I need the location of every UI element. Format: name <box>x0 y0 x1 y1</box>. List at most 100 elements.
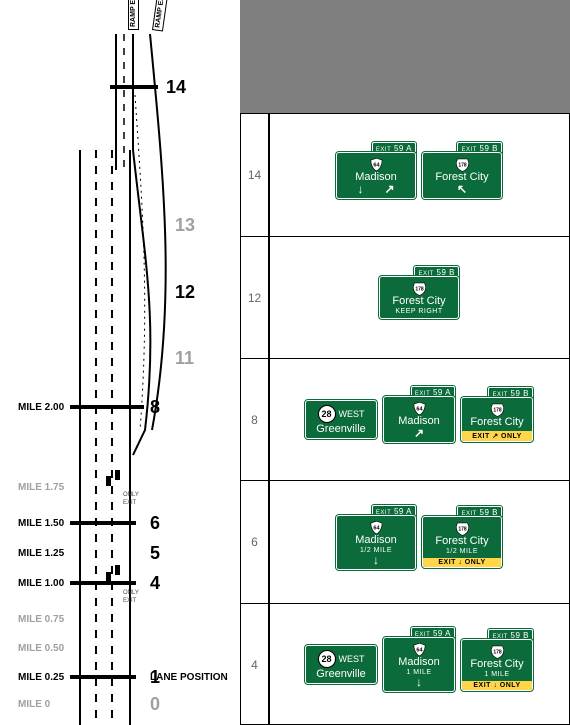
sign-city: Madison <box>390 656 448 668</box>
position-marker: 11 <box>175 348 194 369</box>
sign-city: Madison <box>343 171 409 183</box>
row-index: 14 <box>241 114 269 236</box>
sign-table: 14EXIT 59 A 64 MadisonEXIT 59 B 178 Fore… <box>240 113 570 725</box>
exit-only-strip: EXIT ↓ ONLY <box>462 681 532 690</box>
route-shield-178: 178 <box>490 402 505 416</box>
mile-label: MILE 1.25 <box>18 548 64 559</box>
sign-city: Forest City <box>468 416 526 428</box>
svg-text:178: 178 <box>458 526 467 532</box>
sign-panel: 64 Madison <box>383 396 455 443</box>
highway-sign: 28WESTGreenville <box>305 645 377 684</box>
highway-sign: EXIT 59 B 178 Forest City <box>422 152 502 199</box>
arrow-down-icon <box>373 554 379 566</box>
row-signs: EXIT 59 A 64 MadisonEXIT 59 B 178 Forest… <box>269 114 569 236</box>
row-signs: 28WESTGreenvilleEXIT 59 A 64 Madison1 MI… <box>269 604 569 725</box>
row-signs: 28WEST Greenville EXIT 59 A 64 Madison EXIT… <box>269 359 569 480</box>
sign-panel: 178 Forest City EXIT ↗ ONLY <box>461 397 533 442</box>
sign-panel: 64 Madison1 MILE <box>383 637 455 692</box>
exit-only-strip: EXIT ↗ ONLY <box>462 431 532 441</box>
route-shield-178: 178 <box>412 281 427 295</box>
arrow-down-icon <box>416 676 422 688</box>
mile-label: MILE 0 <box>18 699 50 710</box>
direction-west: WEST <box>339 409 365 419</box>
svg-text:64: 64 <box>416 647 423 653</box>
sign-row: 6 EXIT 59 A 64 Madison1/2 MILEEXIT 59 B 1… <box>241 480 569 603</box>
row-index: 6 <box>241 481 269 603</box>
mile-label: MILE 2.00 <box>18 402 64 413</box>
highway-sign: EXIT 59 A 64 Madison1/2 MILE <box>336 515 416 570</box>
mile-label: MILE 0.50 <box>18 643 64 654</box>
highway-sign: EXIT 59 A 64 Madison1 MILE <box>383 637 455 692</box>
row-index: 4 <box>241 604 269 725</box>
position-marker: 13 <box>175 215 195 236</box>
route-shield-178: 178 <box>455 521 470 535</box>
sign-panel: 28WEST Greenville <box>305 400 377 439</box>
route-shield-64: 64 <box>412 401 427 415</box>
position-marker: 6 <box>150 513 160 534</box>
arrow-down-icon <box>357 183 363 195</box>
highway-sign: EXIT 59 B 178 Forest CityEXIT ↗ ONLY <box>461 397 533 442</box>
svg-text:178: 178 <box>415 286 424 292</box>
position-marker: 0 <box>150 694 160 715</box>
sign-city: Forest City <box>468 658 526 670</box>
lane-position-label: LANE POSITION <box>150 672 228 683</box>
arrow-up-right-icon <box>414 427 424 439</box>
position-marker: 8 <box>150 397 160 418</box>
position-marker: 14 <box>166 77 186 98</box>
row-index: 8 <box>241 359 269 480</box>
page: RAMP E2 - LEFT RAMP E3 - RIGHT <box>0 0 570 725</box>
sign-panel: 28WESTGreenville <box>305 645 377 684</box>
svg-text:64: 64 <box>373 162 380 168</box>
highway-sign: EXIT 59 B 178 Forest City1 MILEEXIT ↓ ON… <box>461 639 533 691</box>
highway-sign: EXIT 59 B 178 Forest City1/2 MILEEXIT ↓ … <box>422 516 502 568</box>
micro-exit-1: EXIT <box>123 500 136 506</box>
sign-city: Greenville <box>312 423 370 435</box>
mile-label: MILE 0.75 <box>18 614 64 625</box>
sign-row: 14EXIT 59 A 64 MadisonEXIT 59 B 178 Fore… <box>241 114 569 236</box>
sign-city: Madison <box>343 534 409 546</box>
arrow-up-right-icon <box>384 183 394 195</box>
mile-label: MILE 1.00 <box>18 578 64 589</box>
arrow-up-left-icon <box>457 183 467 195</box>
direction-west: WEST <box>339 654 365 664</box>
svg-text:178: 178 <box>493 407 502 413</box>
sign-row: 8 28WEST Greenville EXIT 59 A 64 Madison EXI… <box>241 358 569 480</box>
sign-panel: 178 Forest City1 MILE EXIT ↓ ONLY <box>461 639 533 691</box>
sign-row: 428WESTGreenvilleEXIT 59 A 64 Madison1 M… <box>241 603 569 725</box>
exit-only-strip: EXIT ↓ ONLY <box>423 558 501 567</box>
road-diagram: RAMP E2 - LEFT RAMP E3 - RIGHT <box>0 0 240 725</box>
sign-subtext: KEEP RIGHT <box>386 308 452 315</box>
highway-sign: EXIT 59 A 64 Madison <box>383 396 455 443</box>
sign-panel: 64 Madison1/2 MILE <box>336 515 416 570</box>
route-shield-28: 28 <box>318 650 336 668</box>
sign-city: Forest City <box>429 535 495 547</box>
position-marker: 5 <box>150 543 160 564</box>
top-grey-bar <box>240 0 570 113</box>
highway-sign: EXIT 59 B 178 Forest CityKEEP RIGHT <box>379 276 459 319</box>
mile-label: MILE 1.50 <box>18 518 64 529</box>
route-shield-64: 64 <box>369 520 384 534</box>
sign-panel: 178 Forest City <box>422 152 502 199</box>
highway-sign: EXIT 59 A 64 Madison <box>336 152 416 199</box>
sign-panel: 64 Madison <box>336 152 416 199</box>
sign-subtext: 1/2 MILE <box>429 548 495 555</box>
mile-label: MILE 1.75 <box>18 482 64 493</box>
mile-label: MILE 0.25 <box>18 672 64 683</box>
micro-only-1: ONLY <box>123 492 139 498</box>
route-shield-64: 64 <box>412 642 427 656</box>
sign-row: 12 EXIT 59 B 178 Forest CityKEEP RIGHT <box>241 236 569 358</box>
micro-only-2: ONLY <box>123 590 139 596</box>
row-index: 12 <box>241 237 269 358</box>
position-marker: 12 <box>175 282 195 303</box>
route-shield-64: 64 <box>369 157 384 171</box>
micro-exit-2: EXIT <box>123 598 136 604</box>
route-shield-178: 178 <box>490 644 505 658</box>
svg-text:178: 178 <box>458 162 467 168</box>
position-marker: 4 <box>150 573 160 594</box>
sign-subtext: 1 MILE <box>468 671 526 678</box>
sign-city: Forest City <box>429 171 495 183</box>
sign-panel: 178 Forest City1/2 MILE EXIT ↓ ONLY <box>422 516 502 568</box>
svg-text:178: 178 <box>493 649 502 655</box>
sign-city: Forest City <box>386 295 452 307</box>
route-shield-28: 28 <box>318 405 336 423</box>
